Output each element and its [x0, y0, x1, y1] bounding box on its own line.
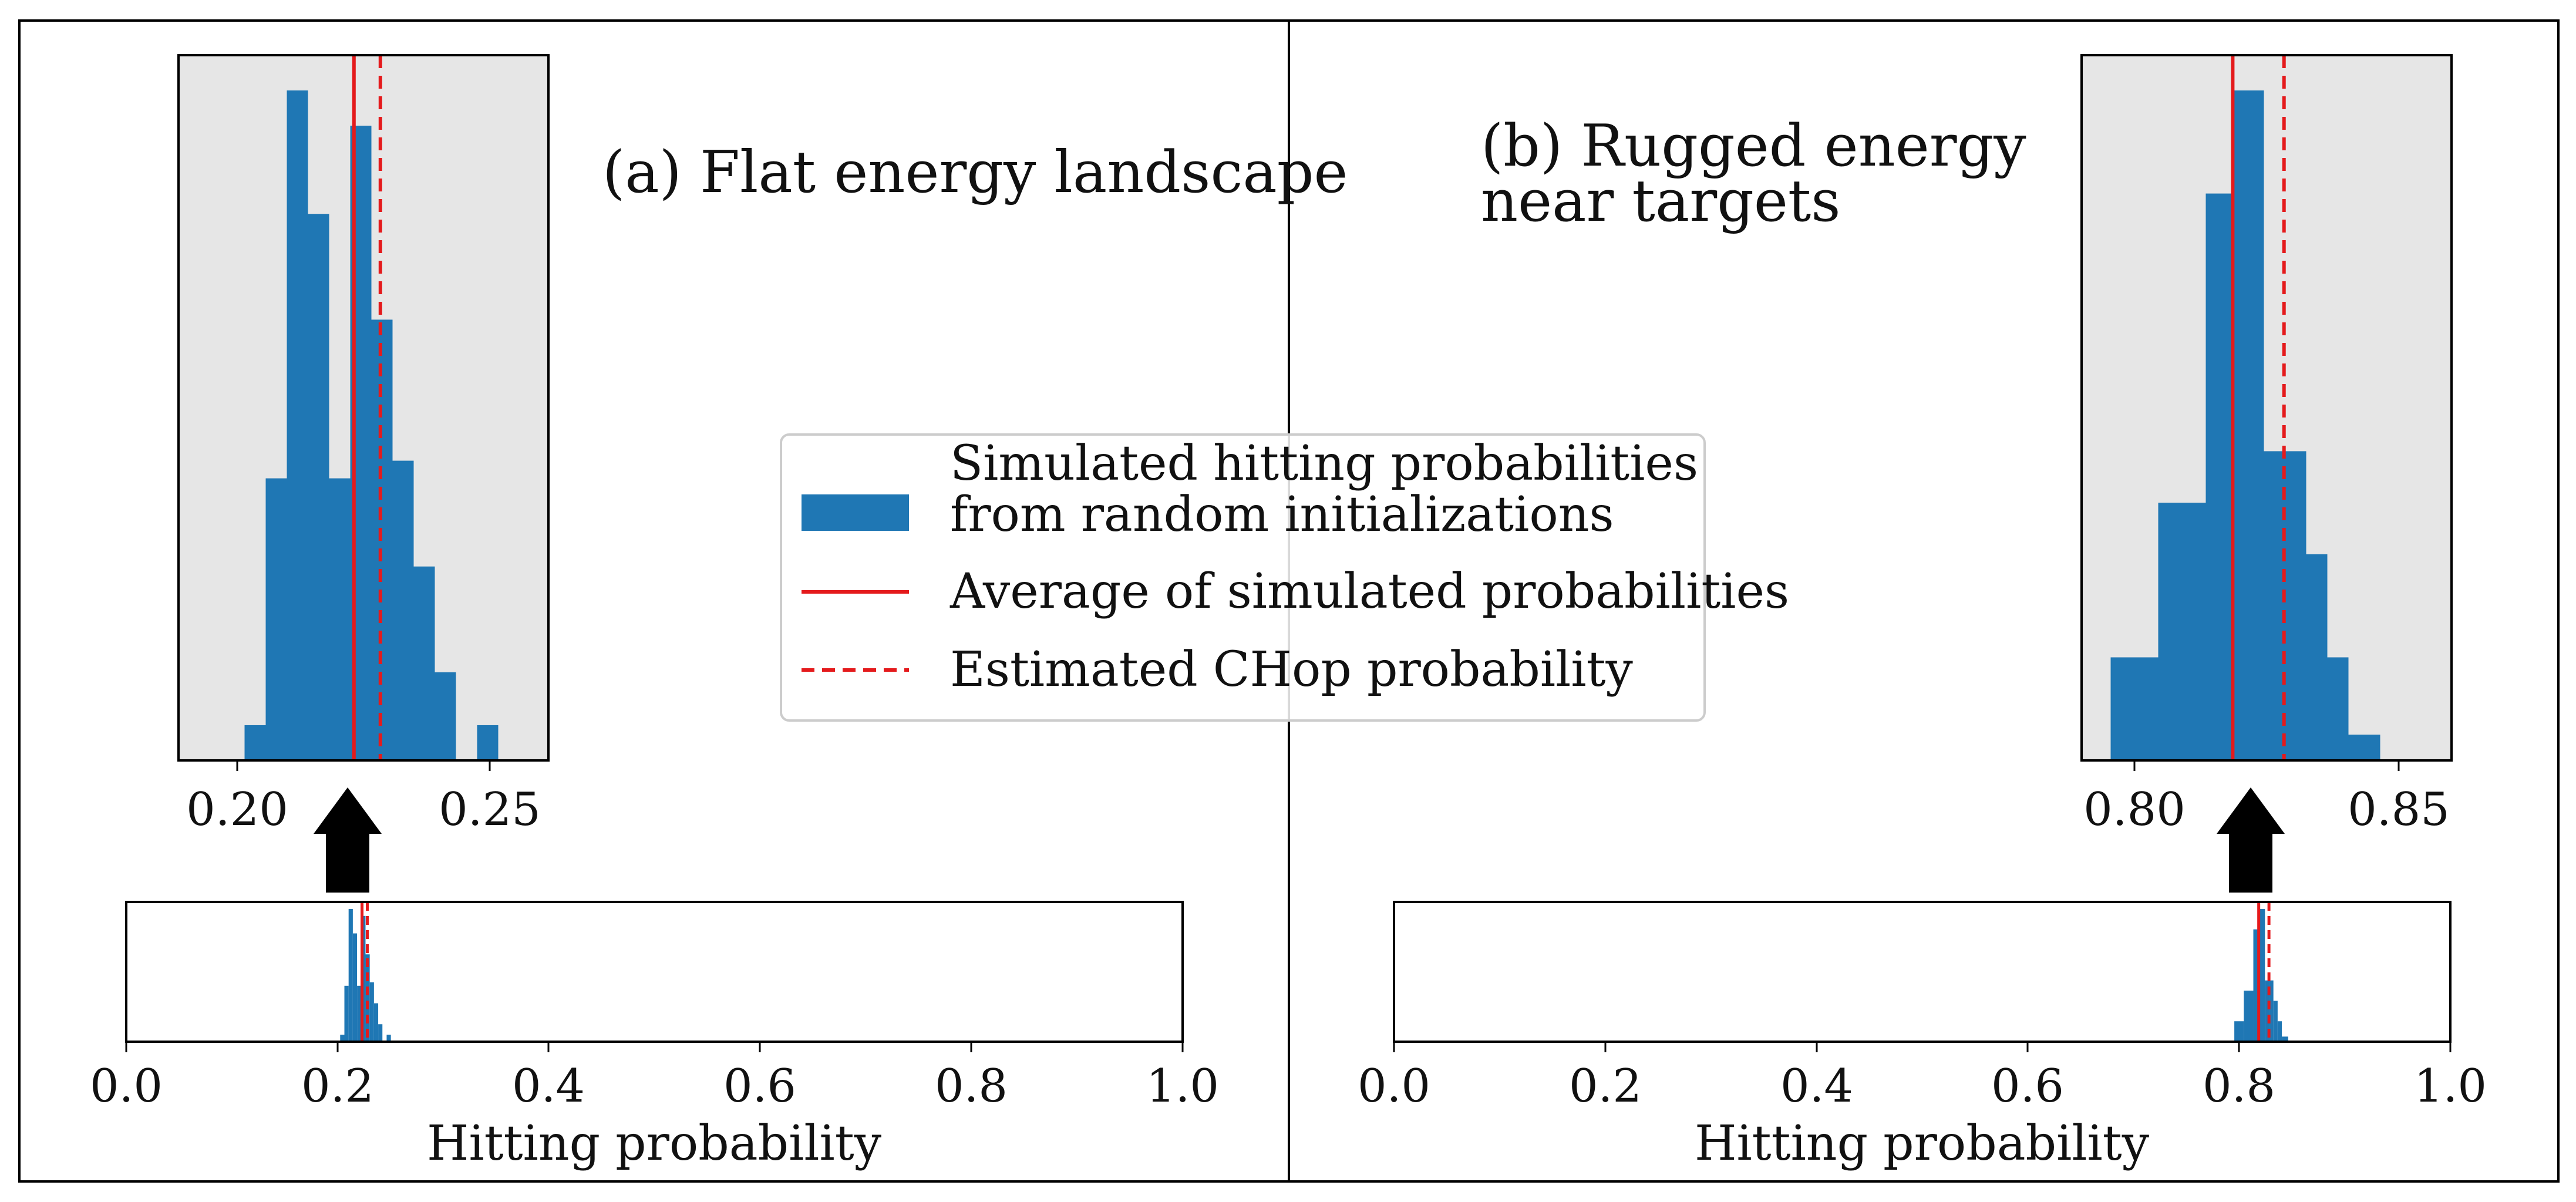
panel-b-inset-bar-8 — [2348, 735, 2380, 760]
panel-a-main-tick-label-0: 0.0 — [90, 1060, 163, 1113]
panel-b-inset-bar-7 — [2327, 657, 2349, 760]
panel-a-zoom-arrow — [314, 787, 382, 893]
panel-b-main-tick-label-4: 0.8 — [2203, 1060, 2275, 1113]
panel-b-main-bar-0 — [2234, 1021, 2244, 1042]
panel-b-inset-bar-1 — [2158, 503, 2206, 760]
panel-a-main-bar-4 — [357, 985, 362, 1042]
legend-box — [780, 433, 1706, 722]
panel-b-main-bar-6 — [2273, 1001, 2278, 1042]
panel-a-inset-tick-label-2: 0.25 — [439, 783, 541, 836]
panel-a-main-tick-label-1: 0.2 — [301, 1060, 374, 1113]
panel-b-main-bar-8 — [2282, 1036, 2288, 1042]
panel-b-inset-bars — [2110, 90, 2380, 760]
panel-b-main-tick-label-5: 1.0 — [2414, 1060, 2487, 1113]
panel-b-main-bar-7 — [2277, 1021, 2282, 1042]
panel-b-main-bar-3 — [2258, 908, 2265, 1042]
panel-a-main-bar-11 — [386, 1035, 391, 1042]
panel-a-inset-bar-9 — [435, 672, 456, 760]
legend-label-histogram-line-2: from random initializations — [950, 487, 1614, 543]
panel-b-zoom-arrow — [2217, 787, 2285, 893]
panel-b-inset: 0.80 0.85 — [2080, 54, 2453, 836]
panel-a-main-tick-label-3: 0.6 — [723, 1060, 796, 1113]
panel-b-inset-tick-label-1: 0.80 — [2083, 783, 2186, 836]
panel-b-main-bar-1 — [2244, 991, 2254, 1042]
panel-b-inset-bar-4 — [2264, 451, 2285, 760]
panel-a-main-bar-9 — [378, 1024, 383, 1042]
panel-a-inset: 0.20 0.25 — [177, 54, 550, 836]
panel-a-main-tick-label-2: 0.4 — [512, 1060, 585, 1113]
panel-b: (b) Rugged energy near targets 0.80 0.85 — [1358, 54, 2487, 1171]
panel-a-inset-bar-0 — [244, 725, 266, 760]
panel-a-inset-bars — [244, 90, 499, 761]
panel-b-title-line-2: near targets — [1481, 168, 1841, 235]
panel-b-title-line-1: (b) Rugged energy — [1481, 113, 2026, 180]
panel-b-inset-bar-3 — [2232, 90, 2264, 760]
legend: Simulated hitting probabilities from ran… — [780, 433, 1789, 722]
panel-a-inset-bar-8 — [413, 566, 435, 760]
panel-a-inset-bar-4 — [329, 478, 351, 760]
panel-b-inset-bar-5 — [2285, 451, 2306, 760]
panel-a-inset-bar-2 — [287, 90, 308, 760]
panel-a-xlabel: Hitting probability — [427, 1116, 882, 1171]
panel-a-inset-bar-1 — [265, 478, 287, 760]
panel-a-main-bar-6 — [365, 954, 370, 1042]
panel-b-main-bars — [2234, 908, 2288, 1042]
panel-a-main-frame — [125, 901, 1184, 1043]
legend-label-histogram-line-1: Simulated hitting probabilities — [950, 436, 1698, 491]
panel-a-main-bar-8 — [373, 1003, 379, 1042]
panel-b-inset-tick-label-2: 0.85 — [2348, 783, 2450, 836]
panel-a-inset-tick-label-1: 0.20 — [186, 783, 288, 836]
panel-a-main-bar-1 — [344, 985, 349, 1042]
panel-a-main-bar-3 — [352, 933, 358, 1042]
panel-b-main-axes: 0.0 0.2 0.4 0.6 0.8 1.0 Hitting probabil… — [1358, 901, 2487, 1171]
panel-b-main-bar-2 — [2253, 929, 2259, 1042]
panel-b-xlabel: Hitting probability — [1695, 1116, 2150, 1171]
panel-b-inset-frame — [2080, 54, 2453, 762]
panel-b-inset-bar-0 — [2110, 657, 2159, 760]
panel-a-inset-bar-3 — [308, 214, 329, 761]
panel-a-title-line-1: (a) Flat energy landscape — [602, 139, 1348, 206]
panel-a-inset-bar-7 — [392, 460, 414, 760]
panel-b-main-tick-label-3: 0.6 — [1991, 1060, 2064, 1113]
panel-b-main-tick-label-2: 0.4 — [1780, 1060, 1853, 1113]
panel-b-inset-bar-2 — [2205, 193, 2232, 760]
legend-label-average: Average of simulated probabilities — [949, 564, 1789, 619]
panel-b-main-bar-5 — [2269, 980, 2274, 1042]
panel-a-main-bars — [340, 908, 391, 1042]
panel-a-main-axes: 0.0 0.2 0.4 0.6 0.8 1.0 Hitting probabil… — [90, 901, 1219, 1171]
panel-b-main-tick-label-0: 0.0 — [1358, 1060, 1430, 1113]
legend-label-estimated: Estimated CHop probability — [950, 642, 1634, 698]
panel-a-main-bar-7 — [369, 982, 374, 1042]
panel-a-main-tick-label-4: 0.8 — [935, 1060, 1008, 1113]
panel-a-main-bar-2 — [348, 908, 353, 1042]
panel-a-main-bar-0 — [340, 1035, 345, 1042]
panel-b-main-bar-4 — [2265, 980, 2269, 1042]
panel-b-main-frame — [1393, 901, 2452, 1043]
panel-b-inset-bar-6 — [2306, 554, 2328, 760]
panel-a-inset-bar-11 — [477, 725, 499, 760]
legend-swatch-histogram — [802, 494, 909, 531]
panel-a: (a) Flat energy landscape 0.20 0.25 — [90, 54, 1348, 1171]
panel-a-inset-frame — [177, 54, 550, 762]
panel-a-main-tick-label-5: 1.0 — [1146, 1060, 1219, 1113]
panel-b-main-tick-label-1: 0.2 — [1569, 1060, 1642, 1113]
